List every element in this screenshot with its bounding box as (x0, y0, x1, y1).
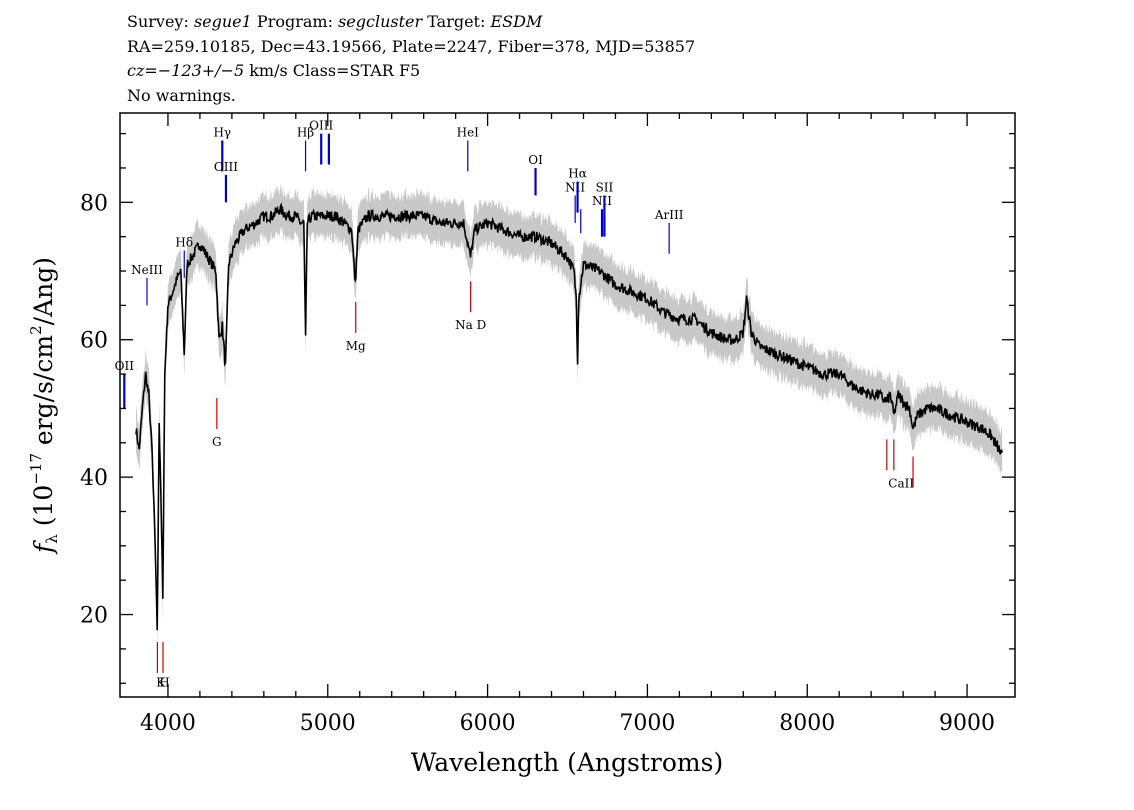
target-value: ESDM (490, 12, 543, 31)
y-axis-label-exp1: −17 (27, 453, 45, 485)
absorption-label-5894: Na D (455, 318, 486, 332)
error-band (136, 182, 1003, 649)
y-tick-label: 20 (80, 604, 108, 629)
emission-label-4959: OIII (309, 119, 333, 133)
emission-label-4102: Hδ (175, 235, 193, 249)
y-axis-label-part3: /Ang) (29, 257, 58, 325)
spectrum-line (135, 202, 1003, 631)
target-label: Target: (427, 12, 486, 31)
y-axis-label-sub: λ (43, 534, 61, 544)
program-label: Program: (256, 12, 333, 31)
emission-label-6300: OI (528, 153, 543, 167)
x-tick-label: 5000 (300, 711, 356, 736)
emission-label-6548: NII (565, 180, 585, 194)
survey-value: segue1 (193, 12, 252, 31)
error-band-layer (136, 182, 1003, 649)
emission-label-6731: SII (596, 180, 614, 194)
marker-label-h: H (159, 676, 169, 690)
y-axis-label-part2: erg/s/cm (29, 335, 58, 453)
absorption-label-5175: Mg (346, 339, 366, 353)
emission-label-6716: NII (592, 194, 612, 208)
emission-label-4861: Hβ (297, 125, 314, 139)
emission-label-4340: Hγ (213, 125, 231, 139)
y-axis-label-part1: (10 (29, 485, 58, 535)
y-tick-label: 60 (80, 329, 108, 354)
x-axis-label: Wavelength (Angstroms) (411, 748, 723, 777)
marker-label-caii: CaII (888, 476, 914, 490)
emission-label-5876: HeI (457, 125, 480, 139)
emission-label-7136: ArIII (654, 208, 684, 222)
spectrum-header: Survey: segue1 Program: segcluster Targe… (127, 10, 695, 108)
header-line-redshift: cz=−123+/−5 km/s Class=STAR F5 (127, 59, 695, 84)
x-tick-label: 9000 (939, 711, 995, 736)
x-tick-label: 8000 (779, 711, 835, 736)
redshift-value: cz=−123+/−5 (127, 61, 245, 80)
emission-label-3869: NeIII (131, 263, 163, 277)
emission-label-4363: OIII (214, 160, 238, 174)
absorption-label-4306: G (212, 435, 222, 449)
y-tick-label: 80 (80, 191, 108, 216)
program-value: segcluster (338, 12, 423, 31)
plot-frame (119, 112, 1016, 698)
header-line-survey: Survey: segue1 Program: segcluster Targe… (127, 10, 695, 35)
y-axis-label: fλ (10−17 erg/s/cm2/Ang) (27, 257, 61, 555)
survey-label: Survey: (127, 12, 189, 31)
x-tick-label: 7000 (619, 711, 675, 736)
header-line-warnings: No warnings. (127, 85, 236, 105)
header-line-coordinates: RA=259.10185, Dec=43.19566, Plate=2247, … (127, 36, 696, 56)
y-tick-label: 40 (80, 466, 108, 491)
x-tick-label: 6000 (460, 711, 516, 736)
axes-layer: 4000 5000 6000 7000 8000 9000 20 40 60 80 (80, 112, 1016, 736)
y-axis-label-exp2: 2 (27, 325, 45, 335)
emission-label-3727: OII (115, 359, 135, 373)
emission-label-6563: Hα (568, 167, 587, 181)
class-value: km/s Class=STAR F5 (244, 61, 421, 80)
spectrum-line-layer (135, 202, 1003, 631)
marker-label-k: K (156, 676, 166, 690)
y-axis-label-symbol: f (29, 540, 58, 555)
x-tick-label: 4000 (140, 711, 196, 736)
